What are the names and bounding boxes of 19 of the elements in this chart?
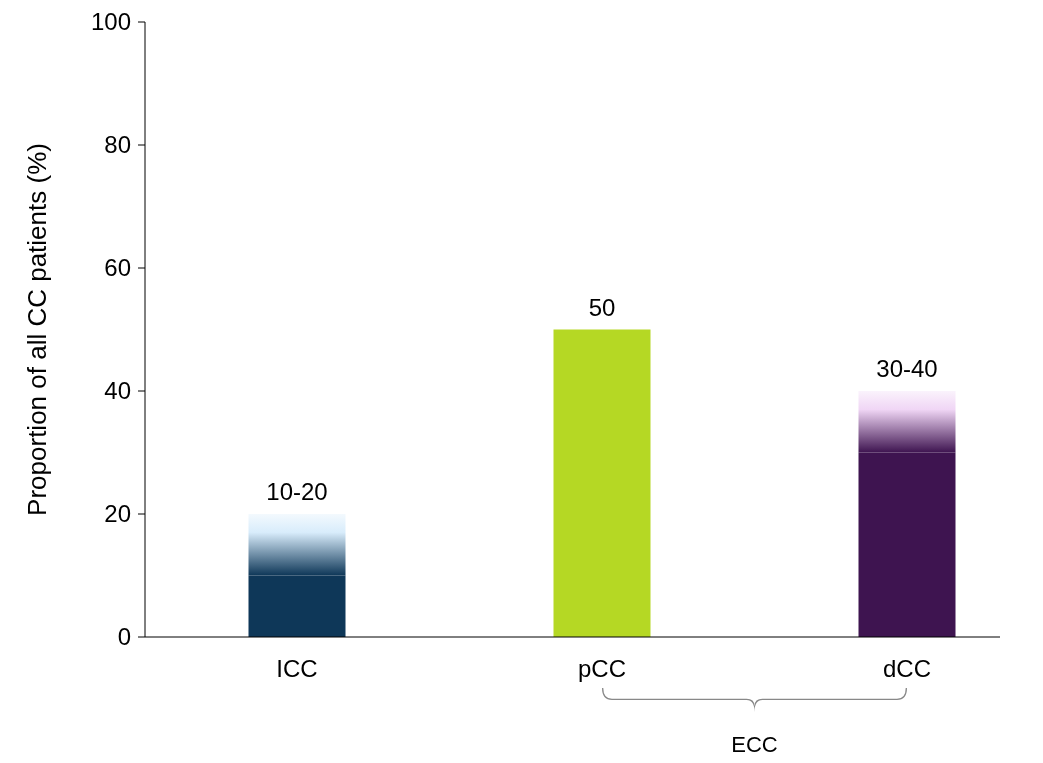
text: ECC — [731, 732, 778, 757]
total-label: 50 — [588, 293, 616, 321]
y-tick-label: 0 — [117, 623, 131, 651]
y-tick-label: 60 — [104, 254, 131, 282]
total-label: 30-40 — [876, 355, 938, 382]
bar — [248, 514, 346, 576]
y-tick-label: 80 — [104, 131, 131, 159]
y-axis-title: Proportion of all CC patients (%) — [22, 143, 52, 516]
total-label: 10-20 — [266, 478, 328, 505]
y-tick-label: 40 — [104, 377, 131, 405]
x-tick-label: pCC — [577, 655, 627, 682]
y-tick-label: 20 — [104, 500, 131, 528]
bar — [858, 391, 956, 453]
x-tick-label: dCC — [882, 655, 932, 682]
bar — [553, 329, 651, 637]
bar — [858, 452, 956, 637]
x-tick-label: ICC — [276, 655, 318, 682]
bar — [248, 575, 346, 637]
y-tick-label: 100 — [90, 8, 131, 36]
